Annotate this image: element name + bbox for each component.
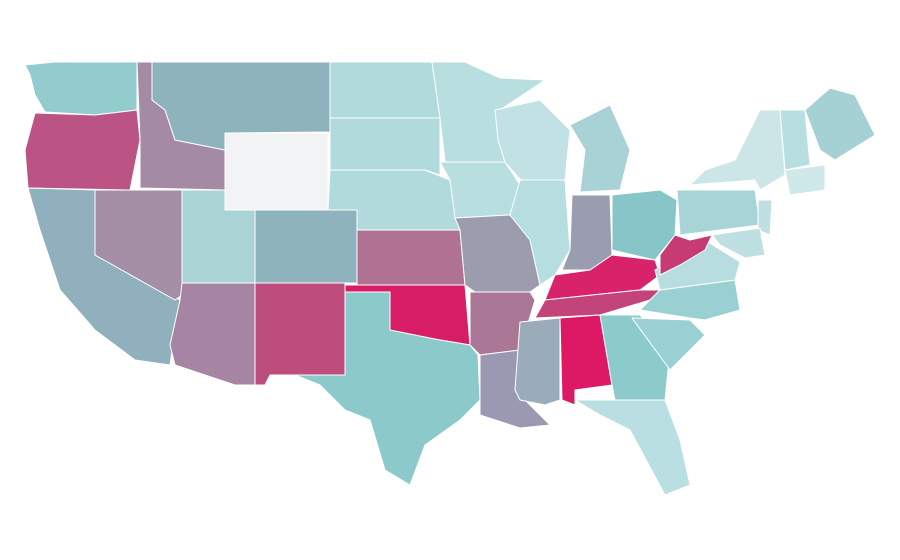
state <box>514 317 561 406</box>
state <box>689 109 786 191</box>
state <box>254 209 358 284</box>
state <box>356 229 466 286</box>
state <box>329 61 441 119</box>
state <box>676 189 761 236</box>
state <box>94 189 183 301</box>
state <box>757 199 773 236</box>
state <box>294 291 481 486</box>
state <box>711 227 766 259</box>
state <box>24 109 141 191</box>
state <box>509 179 571 286</box>
state <box>779 109 811 171</box>
state <box>569 104 631 193</box>
state <box>254 282 346 386</box>
state <box>224 132 329 211</box>
state <box>574 399 691 496</box>
state <box>659 234 713 276</box>
state <box>329 117 441 176</box>
state <box>561 194 613 271</box>
state <box>804 87 876 161</box>
state <box>631 317 706 371</box>
state <box>169 282 256 386</box>
state <box>24 61 138 116</box>
state <box>784 164 826 196</box>
